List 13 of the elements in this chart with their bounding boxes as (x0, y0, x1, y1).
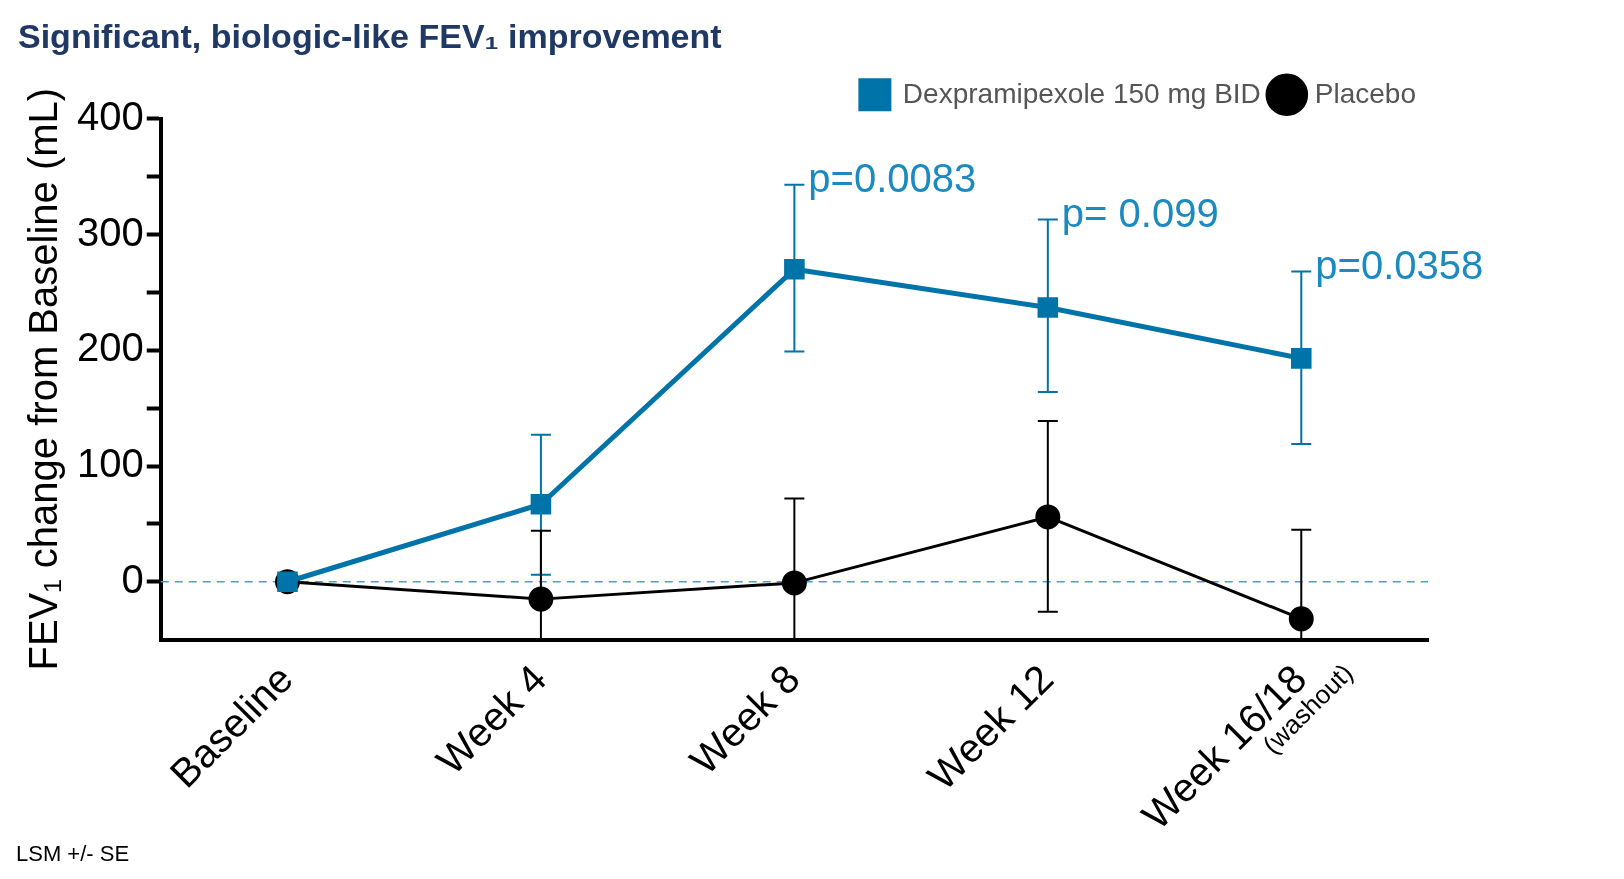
y-axis-title: FEV₁ change from Baseline (mL) (21, 87, 66, 671)
legend-label: Placebo (1314, 77, 1416, 109)
y-tick-label: 400 (76, 93, 144, 138)
text: LSM +/- SE (16, 841, 130, 867)
y-tick-label: 0 (121, 556, 144, 601)
y-tick-label: 100 (76, 441, 144, 486)
y-tick-label: 200 (76, 325, 144, 370)
y-tick-label: 300 (76, 209, 144, 254)
chart-title: Significant, biologic-like FEV₁ improvement (18, 16, 722, 55)
legend-label: Dexpramipexole 150 mg BID (902, 77, 1261, 109)
annotation: p= 0.099 (1061, 190, 1219, 235)
annotation: p=0.0083 (808, 155, 977, 200)
annotation: p=0.0358 (1315, 242, 1484, 287)
